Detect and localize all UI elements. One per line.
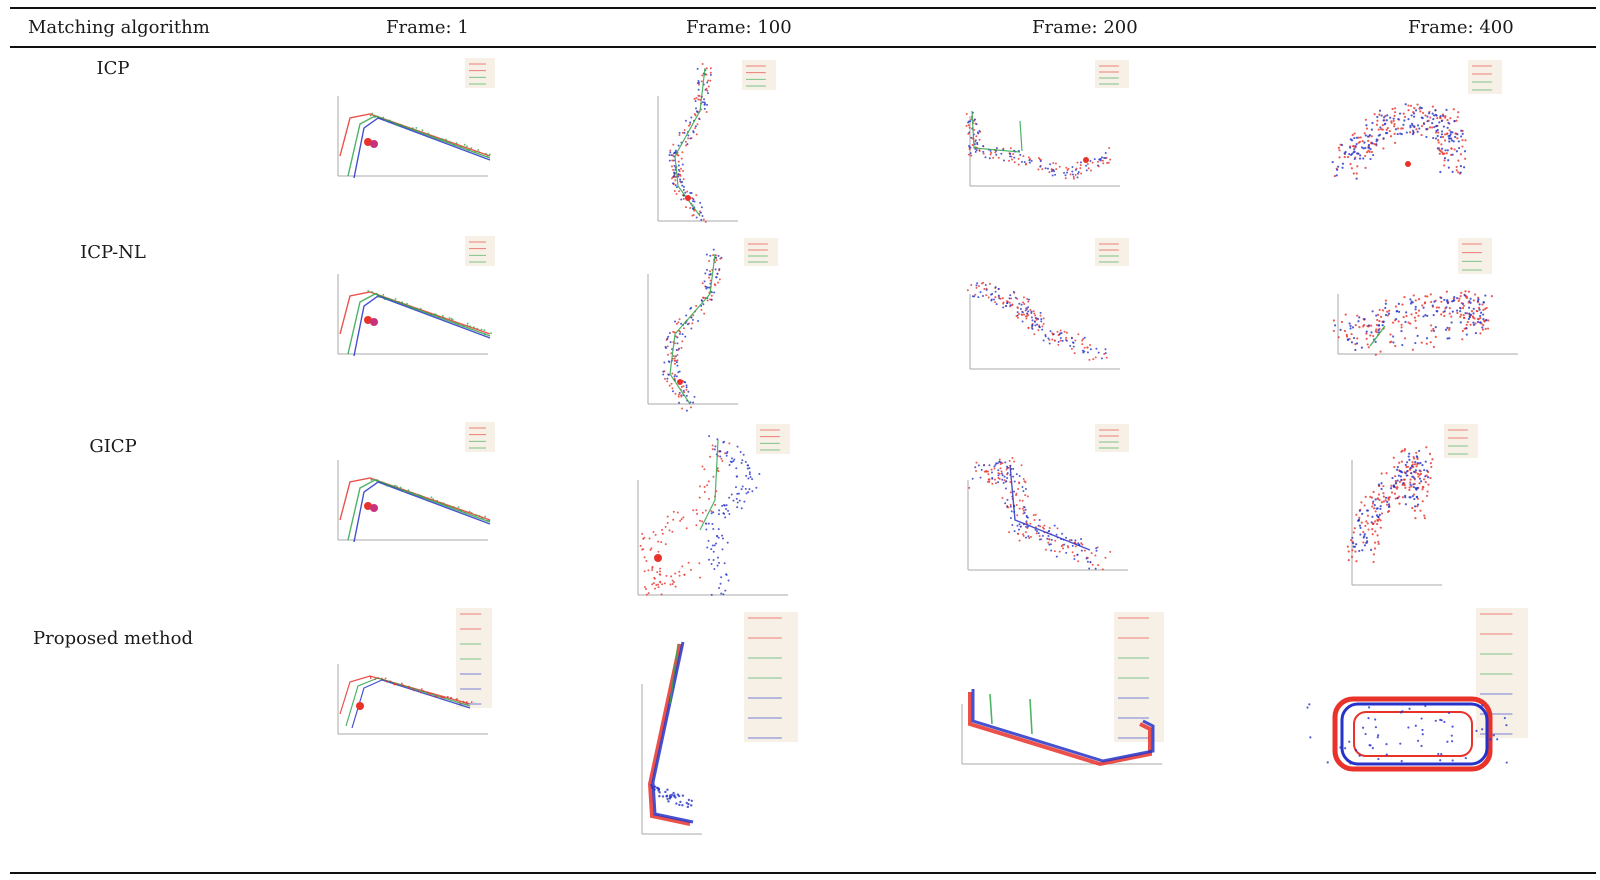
plot-proposed-frame-100 [630,604,810,844]
plot-icp-nl-frame-200 [960,234,1140,374]
row-label-proposed-method: Proposed method [33,628,193,649]
header-matching-algorithm: Matching algorithm [28,17,210,38]
plot-icp-frame-200 [960,56,1140,196]
plot-gicp-frame-1 [330,420,510,550]
plot-icp-frame-1 [330,56,510,186]
plot-icp-nl-frame-1 [330,234,510,364]
header-frame-200: Frame: 200 [1032,17,1138,38]
plot-icp-frame-100 [630,56,790,231]
plot-icp-nl-frame-400 [1330,234,1530,374]
plot-icp-frame-400 [1330,56,1530,206]
plot-proposed-frame-1 [330,604,510,744]
table-bottom-rule [10,872,1596,874]
header-frame-100: Frame: 100 [686,17,792,38]
plot-proposed-frame-400 [1306,604,1590,794]
plot-icp-nl-frame-100 [630,234,790,414]
table-header-rule [10,46,1596,48]
plot-proposed-frame-200 [960,604,1210,804]
table-top-rule [10,7,1596,9]
plot-gicp-frame-200 [960,420,1140,580]
row-label-icp: ICP [96,58,130,79]
header-frame-400: Frame: 400 [1408,17,1514,38]
header-frame-1: Frame: 1 [386,17,469,38]
row-label-gicp: GICP [89,436,137,457]
plot-gicp-frame-100 [630,420,800,600]
plot-gicp-frame-400 [1330,420,1530,600]
row-label-icp-nl: ICP-NL [80,242,146,263]
